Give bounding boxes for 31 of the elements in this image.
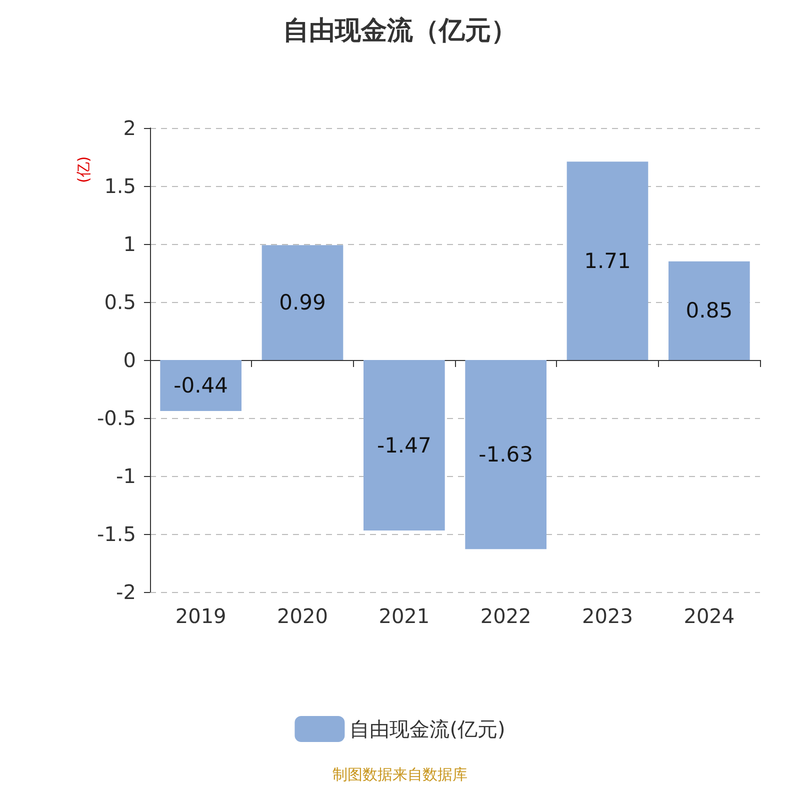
- bar: [364, 360, 445, 531]
- y-tick-label: 0.5: [104, 290, 136, 314]
- data-label: 0.85: [686, 298, 733, 323]
- bar: [566, 162, 648, 360]
- y-axis-title: (亿): [74, 156, 92, 183]
- chart-title: 自由现金流（亿元）: [283, 16, 517, 46]
- data-label: 1.71: [584, 248, 631, 273]
- data-label: -0.44: [174, 374, 228, 398]
- y-tick-label: 1: [123, 232, 136, 256]
- x-tick-label: 2024: [684, 604, 735, 628]
- data-label: -1.47: [376, 433, 432, 458]
- legend-label: 自由现金流(亿元): [350, 717, 506, 741]
- data-label: 0.99: [279, 290, 326, 315]
- y-tick-label: 1.5: [104, 174, 136, 198]
- y-tick-label: 0: [123, 348, 136, 372]
- bar: [160, 360, 242, 412]
- x-tick-label: 2020: [277, 604, 328, 628]
- y-tick-label: -1.5: [96, 522, 136, 546]
- y-tick-label: -0.5: [96, 406, 136, 430]
- x-tick-label: 2023: [582, 604, 633, 628]
- bar: [668, 261, 750, 360]
- bar: [262, 245, 344, 360]
- x-tick-label: 2021: [378, 604, 430, 628]
- x-tick-label: 2019: [175, 604, 226, 628]
- y-tick-label: -2: [116, 580, 136, 604]
- x-tick-label: 2022: [480, 604, 532, 628]
- bar: [465, 360, 546, 550]
- y-tick-label: -1: [116, 464, 136, 488]
- text: 制图数据来自数据库: [332, 766, 468, 784]
- data-label: -1.63: [478, 442, 534, 467]
- y-tick-label: 2: [123, 116, 136, 140]
